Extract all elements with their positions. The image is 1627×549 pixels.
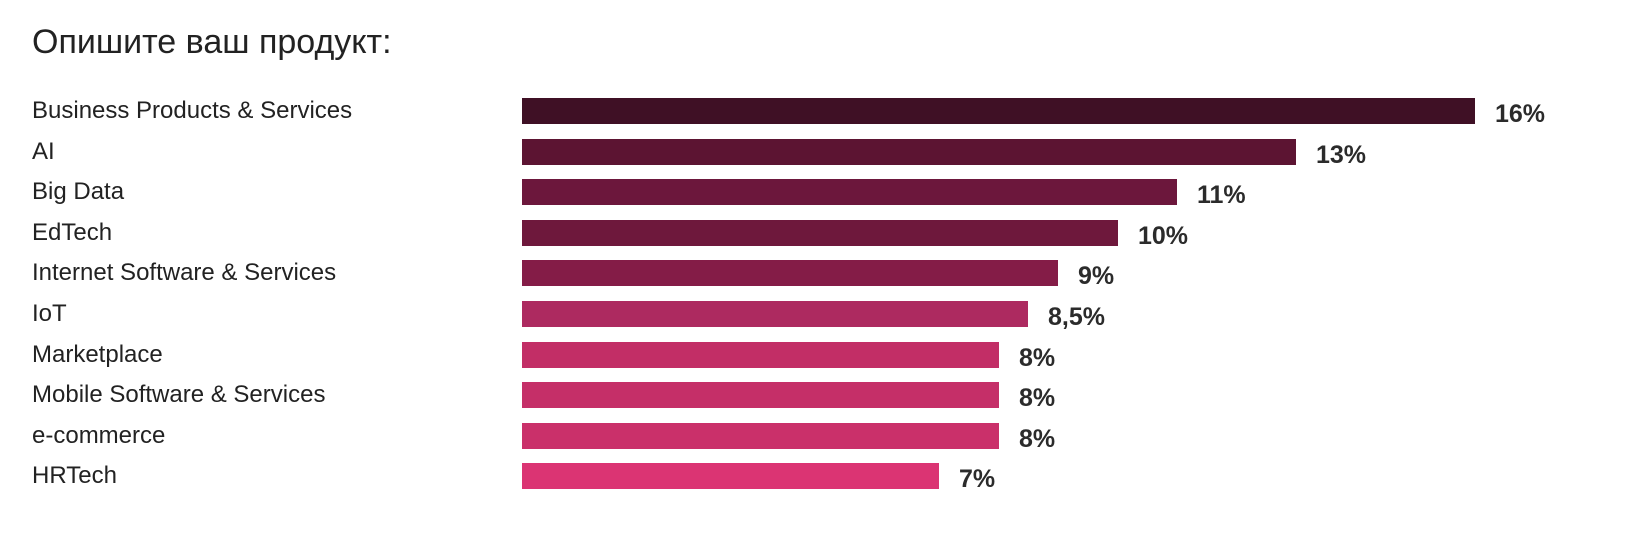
category-label: Mobile Software & Services — [32, 381, 326, 408]
chart-title: Опишите ваш продукт: — [32, 23, 392, 61]
bar — [522, 220, 1118, 246]
bar — [522, 342, 999, 368]
value-label: 8% — [1019, 425, 1056, 453]
bar — [522, 423, 999, 449]
bar — [522, 179, 1177, 205]
bar — [522, 301, 1028, 327]
category-label: HRTech — [32, 462, 117, 489]
category-label: Business Products & Services — [32, 97, 353, 124]
bar — [522, 139, 1296, 165]
bar — [522, 382, 999, 408]
value-label: 10% — [1138, 222, 1189, 250]
value-label: 11% — [1197, 181, 1246, 209]
category-label: IoT — [32, 300, 67, 327]
value-label: 8% — [1019, 344, 1056, 372]
value-label: 13% — [1316, 141, 1367, 169]
category-label: e-commerce — [32, 422, 166, 449]
value-label: 9% — [1078, 262, 1115, 290]
category-label: Big Data — [32, 178, 125, 205]
value-label: 7% — [959, 465, 996, 493]
bar — [522, 463, 939, 489]
category-label: EdTech — [32, 219, 113, 246]
value-label: 8,5% — [1048, 303, 1105, 331]
category-label: Marketplace — [32, 341, 163, 368]
category-label: AI — [32, 138, 55, 165]
bar — [522, 260, 1058, 286]
category-label: Internet Software & Services — [32, 259, 337, 286]
value-label: 16% — [1495, 100, 1546, 128]
bar — [522, 98, 1475, 124]
value-label: 8% — [1019, 384, 1056, 412]
